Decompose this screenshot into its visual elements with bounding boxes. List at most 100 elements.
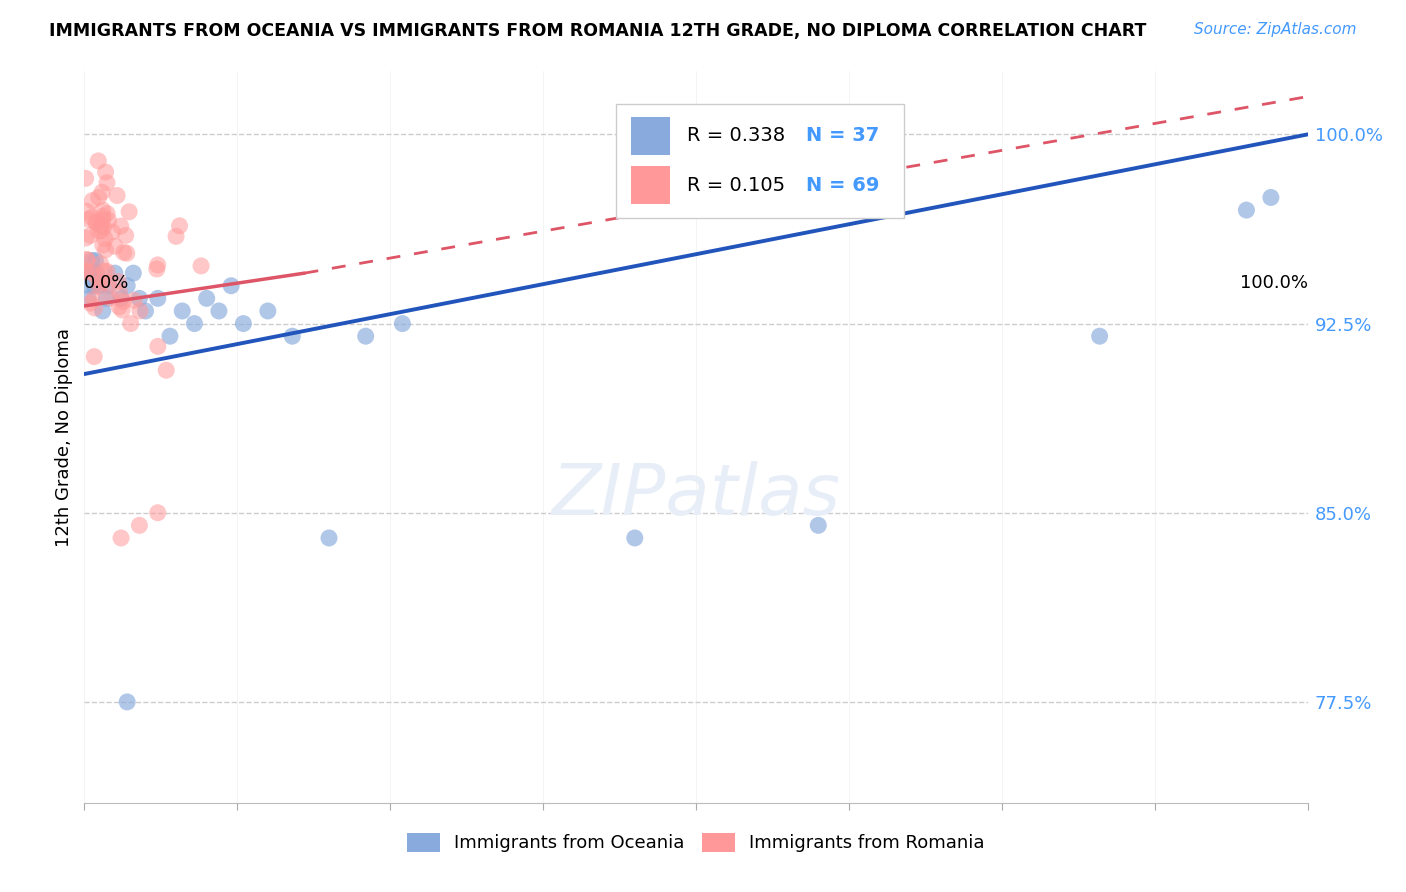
Point <box>111 302 134 317</box>
Point <box>76 252 98 267</box>
Point <box>122 293 145 308</box>
Point <box>115 278 138 293</box>
Point <box>76 204 98 219</box>
Text: ZIPatlas: ZIPatlas <box>551 461 841 530</box>
Point <box>91 203 114 218</box>
Point <box>77 278 100 293</box>
Point <box>93 264 115 278</box>
Point <box>208 304 231 318</box>
Point <box>75 265 97 279</box>
Point <box>115 695 138 709</box>
Point <box>75 231 97 245</box>
Point <box>195 291 218 305</box>
Point <box>96 291 118 305</box>
Point <box>318 531 340 545</box>
Point <box>87 280 110 294</box>
Point <box>219 278 242 293</box>
Point <box>91 238 114 252</box>
Point <box>91 186 114 200</box>
Text: N = 69: N = 69 <box>806 176 879 195</box>
Point <box>135 304 157 318</box>
Point <box>75 264 97 278</box>
Point <box>91 210 114 224</box>
Point <box>391 317 413 331</box>
Point <box>83 278 105 293</box>
Point <box>94 165 117 179</box>
Point <box>807 518 830 533</box>
Bar <box>631 118 671 155</box>
Point <box>107 275 129 289</box>
Point <box>86 216 108 230</box>
Point <box>97 276 120 290</box>
Point <box>94 232 117 246</box>
Point <box>79 296 101 310</box>
Point <box>112 245 135 260</box>
Point <box>87 190 110 204</box>
Legend: Immigrants from Oceania, Immigrants from Romania: Immigrants from Oceania, Immigrants from… <box>399 826 993 860</box>
Point <box>90 257 112 271</box>
Point <box>86 271 108 285</box>
Point <box>75 171 97 186</box>
Point <box>129 304 152 318</box>
Point <box>94 243 117 257</box>
Point <box>172 304 194 318</box>
Point <box>97 278 120 293</box>
Point <box>91 304 114 318</box>
Point <box>110 291 132 305</box>
Point <box>169 219 191 233</box>
Point <box>82 194 104 208</box>
Point <box>96 264 118 278</box>
Point <box>84 253 107 268</box>
Point <box>190 259 212 273</box>
Text: 0.0%: 0.0% <box>84 274 129 292</box>
Bar <box>631 167 671 204</box>
Point <box>82 266 104 280</box>
Point <box>128 518 150 533</box>
Text: IMMIGRANTS FROM OCEANIA VS IMMIGRANTS FROM ROMANIA 12TH GRADE, NO DIPLOMA CORREL: IMMIGRANTS FROM OCEANIA VS IMMIGRANTS FR… <box>49 22 1146 40</box>
Point <box>83 350 105 364</box>
Point <box>354 329 377 343</box>
Point <box>146 339 169 353</box>
Point <box>183 317 205 331</box>
Text: N = 37: N = 37 <box>806 127 879 145</box>
Point <box>146 258 169 272</box>
Point <box>96 176 118 190</box>
Point <box>79 228 101 243</box>
Point <box>146 291 169 305</box>
Point <box>87 153 110 168</box>
Point <box>90 224 112 238</box>
Point <box>90 277 112 291</box>
Point <box>624 531 647 545</box>
Point <box>110 219 132 233</box>
Point <box>80 211 103 225</box>
Point <box>115 246 138 260</box>
Point <box>281 329 304 343</box>
Point <box>128 291 150 305</box>
Text: 100.0%: 100.0% <box>1240 274 1308 292</box>
Y-axis label: 12th Grade, No Diploma: 12th Grade, No Diploma <box>55 327 73 547</box>
Point <box>77 291 100 305</box>
Point <box>232 317 254 331</box>
Text: R = 0.338: R = 0.338 <box>688 127 786 145</box>
Point <box>83 301 105 315</box>
Text: Source: ZipAtlas.com: Source: ZipAtlas.com <box>1194 22 1357 37</box>
Point <box>146 506 169 520</box>
Point <box>86 266 108 280</box>
Point <box>84 215 107 229</box>
Point <box>101 225 124 239</box>
Point <box>104 266 127 280</box>
Point <box>83 292 105 306</box>
Point <box>79 266 101 280</box>
Point <box>155 363 177 377</box>
Point <box>122 266 145 280</box>
Point <box>108 285 131 300</box>
Point <box>110 531 132 545</box>
Point <box>1236 203 1258 218</box>
Point <box>114 228 136 243</box>
Text: R = 0.105: R = 0.105 <box>688 176 786 195</box>
Point <box>90 219 112 233</box>
Point <box>80 253 103 268</box>
Point <box>108 300 131 314</box>
Point <box>1088 329 1111 343</box>
Point <box>77 212 100 227</box>
